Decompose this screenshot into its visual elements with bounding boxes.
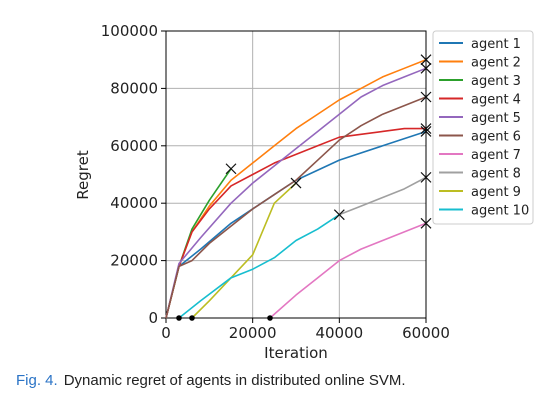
markers (176, 54, 432, 321)
grid (165, 30, 427, 319)
x-tick-label: 20000 (229, 324, 277, 342)
caption-text: Dynamic regret of agents in distributed … (63, 372, 406, 389)
figure-number: Fig. 4. (16, 372, 58, 389)
y-tick-label: 0 (148, 309, 158, 327)
end-marker-stroke (333, 209, 345, 221)
x-tick-label: 60000 (402, 324, 450, 342)
end-marker (420, 62, 432, 74)
axes: 0 20000 40000 60000 0 20000 40000 60000 80000 100… (101, 22, 450, 342)
y-axis-label: Regret (74, 150, 92, 200)
end-marker-stroke (420, 217, 432, 229)
end-marker (225, 163, 237, 175)
start-marker (189, 315, 195, 321)
series-line-2 (165, 58, 427, 319)
legend-entry-label: agent 9 (471, 185, 521, 200)
y-tick-label: 20000 (110, 252, 158, 270)
figure-caption: Fig. 4. Dynamic regret of agents in distr… (16, 372, 406, 389)
x-tick-label: 0 (161, 324, 171, 342)
end-marker (420, 54, 432, 66)
legend-entry-label: agent 7 (471, 148, 521, 163)
series-lines (165, 58, 427, 319)
legend-entry-label: agent 2 (471, 56, 521, 71)
series-line-8 (339, 176, 427, 216)
start-marker (176, 315, 182, 321)
series-line-9 (191, 182, 297, 319)
legend-entry-label: agent 6 (471, 130, 521, 145)
legend-entry-label: agent 5 (471, 111, 521, 126)
end-marker (420, 171, 432, 183)
end-marker-stroke (420, 123, 432, 135)
end-marker-stroke (420, 91, 432, 103)
end-marker (290, 177, 302, 189)
y-tick-label: 60000 (110, 137, 158, 155)
x-tick-label: 40000 (315, 324, 363, 342)
legend-entry-label: agent 3 (471, 74, 521, 89)
end-marker-stroke (420, 54, 432, 66)
y-tick-label: 100000 (101, 22, 158, 40)
x-axis-label: Iteration (264, 344, 328, 362)
end-marker-stroke (290, 177, 302, 189)
series-line-4 (165, 127, 426, 319)
end-marker-stroke (420, 126, 432, 137)
end-marker (333, 209, 345, 221)
legend-entry-label: agent 8 (471, 167, 521, 182)
end-marker (420, 126, 432, 137)
series-line-7 (269, 222, 427, 319)
end-marker (420, 123, 432, 135)
legend-entry-label: agent 1 (471, 37, 521, 52)
series-line-5 (165, 67, 427, 319)
end-marker (420, 91, 432, 103)
start-marker (267, 315, 273, 321)
legend-entry-label: agent 4 (471, 93, 521, 108)
legend: agent 1 agent 2 agent 3 agent 4 agent 5 agent… (432, 30, 534, 225)
y-tick-label: 40000 (110, 194, 158, 212)
end-marker-stroke (420, 62, 432, 74)
legend-entry-label: agent 10 (471, 204, 529, 219)
series-line-1 (165, 130, 427, 319)
y-tick-label: 80000 (110, 79, 158, 97)
plot-frame (165, 30, 427, 319)
end-marker-stroke (420, 171, 432, 183)
end-marker (420, 217, 432, 229)
series-line-10 (178, 214, 340, 319)
end-marker-stroke (225, 163, 237, 175)
series-line-6 (165, 96, 427, 319)
